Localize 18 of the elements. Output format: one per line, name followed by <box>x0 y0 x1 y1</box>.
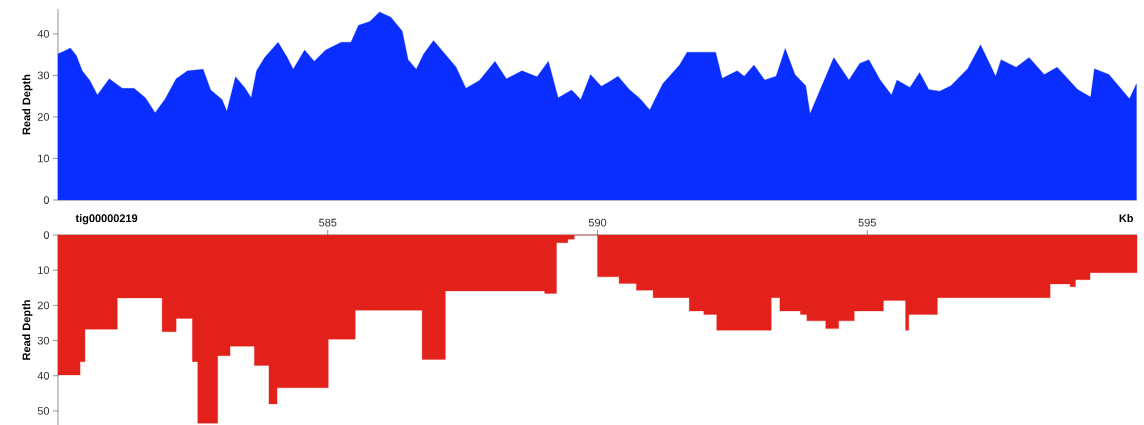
x-tick-label: 585 <box>319 218 337 227</box>
y-tick-label: 20 <box>37 113 50 121</box>
y-tick-label: 0 <box>43 231 50 239</box>
text: tig00000219 <box>75 214 138 225</box>
y-tick-label: 20 <box>37 301 50 310</box>
y-tick-label: 50 <box>37 407 50 415</box>
y-tick-label: 10 <box>38 266 50 275</box>
x-tick-label: 595 <box>858 218 876 227</box>
x-tick-label: 590 <box>588 218 607 227</box>
y-tick-label: 10 <box>38 154 50 163</box>
y-tick-label: 0 <box>43 196 50 204</box>
y-tick-label: 30 <box>37 71 50 80</box>
y-tick-label: 40 <box>37 30 50 38</box>
y-tick-label: 40 <box>37 371 50 380</box>
y-tick-label: 30 <box>37 336 50 345</box>
y-axis-title: Read Depth <box>22 300 33 360</box>
x-axis-title: Kb <box>1119 214 1134 223</box>
y-axis-title: Read Depth <box>22 74 33 135</box>
